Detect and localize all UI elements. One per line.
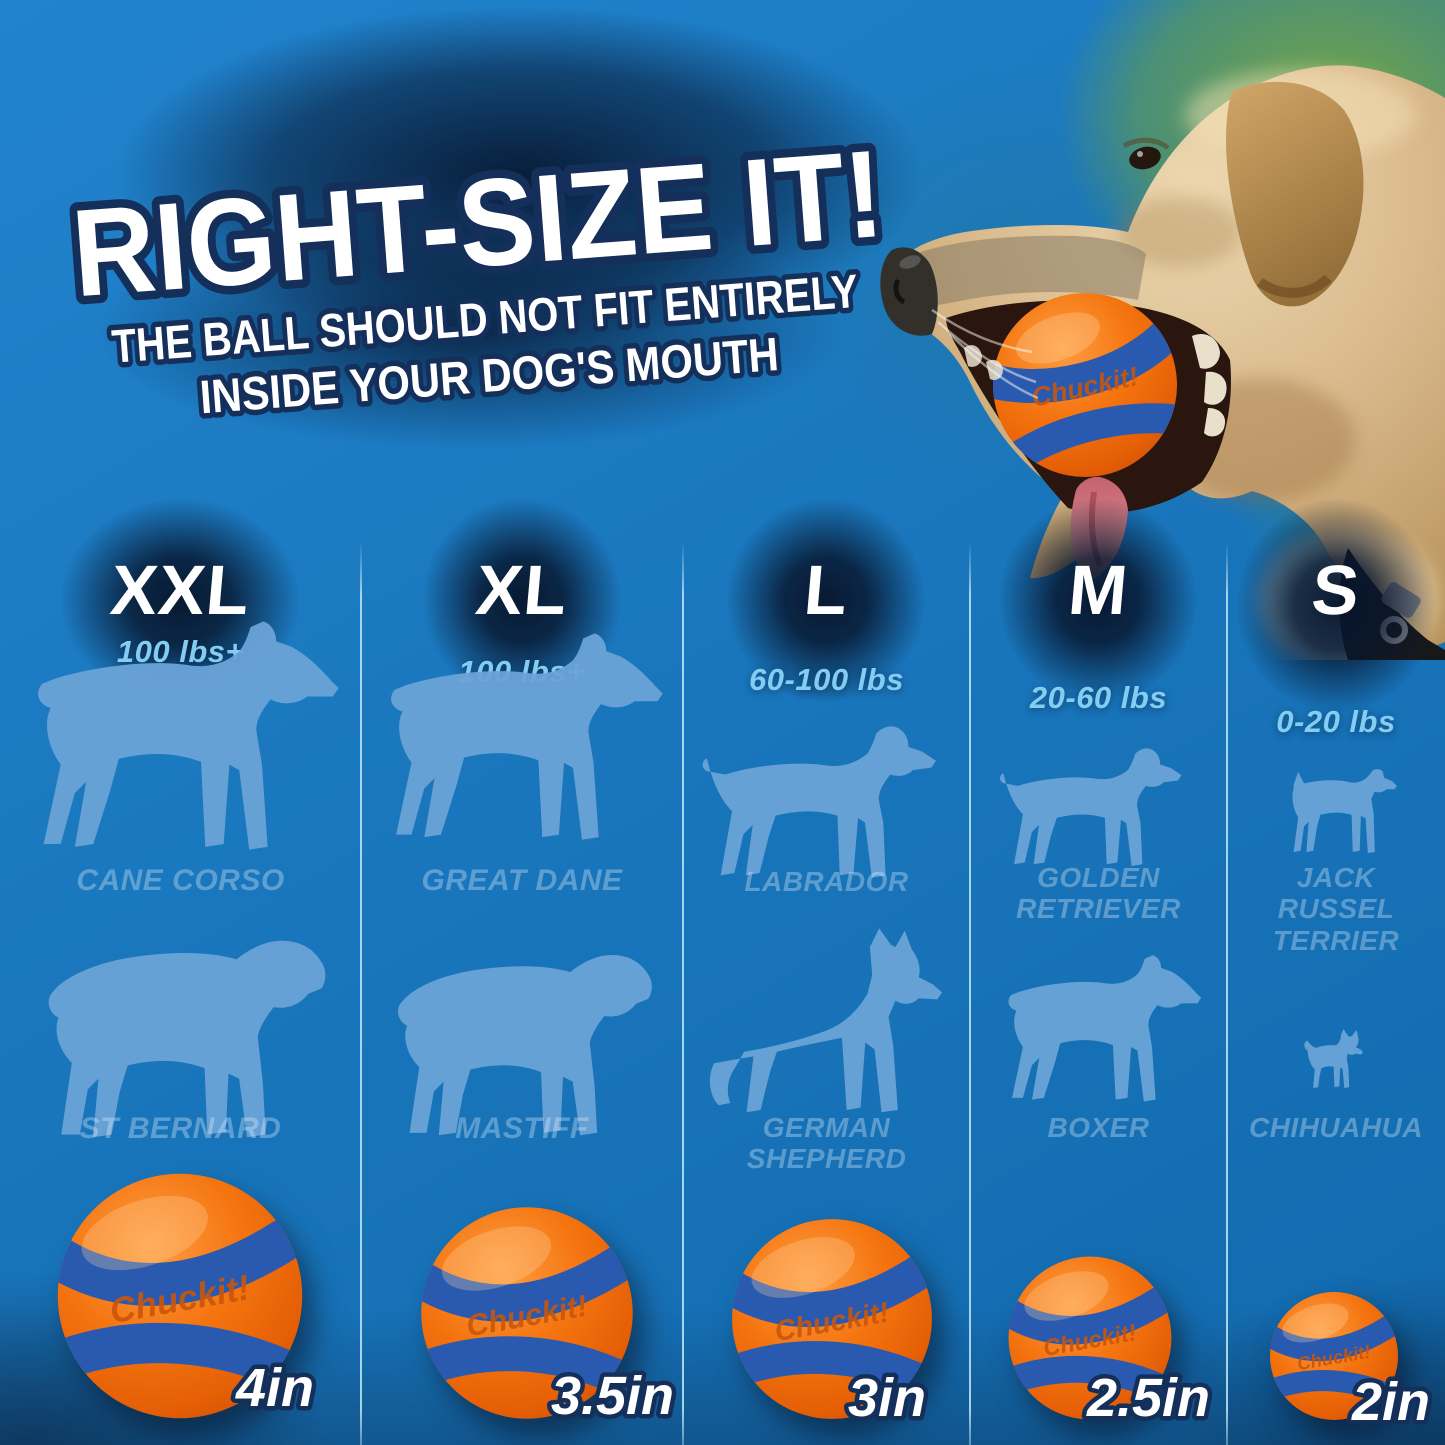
- ear: [1226, 81, 1364, 307]
- chuckit-ball-2-5in: Chuckit!: [1008, 1256, 1172, 1420]
- mastiff-silhouette: [397, 955, 652, 1136]
- muzzle: [894, 235, 1146, 306]
- jack-russel-terrier-silhouette: [1292, 769, 1397, 854]
- breed-label: GERMAN SHEPHERD: [746, 1112, 907, 1175]
- eye: [1122, 137, 1170, 170]
- size-label-s: S: [1308, 551, 1364, 629]
- svg-text:3in: 3in: [848, 1368, 926, 1428]
- headline-block: RIGHT-SIZE IT! THE BALL SHOULD NOT FIT E…: [59, 116, 896, 428]
- size-letter-glow: [1236, 498, 1436, 713]
- breed-label: MASTIFF: [455, 1112, 589, 1145]
- chuckit-ball-3-5in: Chuckit!: [421, 1207, 633, 1419]
- ball-size-label: 4in: [230, 1354, 318, 1423]
- boxer-silhouette: [1008, 955, 1202, 1102]
- svg-text:2.5in: 2.5in: [1086, 1368, 1210, 1428]
- size-label-xl: XL: [472, 551, 572, 629]
- cane-corso-silhouette: [38, 621, 339, 850]
- great-dane-silhouette: [391, 633, 663, 840]
- nose: [880, 247, 938, 336]
- size-letter-glow: [726, 498, 926, 703]
- ball-size-label: 2in: [1346, 1368, 1434, 1437]
- column-divider: [969, 542, 971, 1445]
- nostril: [893, 278, 906, 305]
- breed-label: ST BERNARD: [79, 1112, 282, 1145]
- weight-range-m: 20-60 lbs: [1029, 680, 1168, 715]
- ball-size-label: 3.5in: [546, 1362, 678, 1431]
- breed-label: JACK RUSSEL TERRIER: [1272, 862, 1400, 956]
- ear-shadow: [1257, 274, 1332, 298]
- breed-label: LABRADOR: [744, 866, 909, 897]
- cheek-shading: [1118, 196, 1242, 268]
- svg-text:2in: 2in: [1351, 1372, 1430, 1432]
- breed-label: GREAT DANE: [421, 864, 623, 897]
- ball-size-label: 3in: [843, 1364, 930, 1433]
- chuckit-ball-4in: Chuckit!: [57, 1173, 303, 1419]
- svg-text:3.5in: 3.5in: [551, 1366, 674, 1426]
- whiskers: [931, 308, 1039, 400]
- nose-highlight: [899, 255, 921, 269]
- breed-label: CHIHUAHUA: [1248, 1112, 1424, 1143]
- weight-range-l: 60-100 lbs: [749, 662, 904, 697]
- column-divider: [1226, 542, 1228, 1445]
- golden-retriever-silhouette: [1000, 748, 1182, 867]
- chuckit-ball-2in: Chuckit!: [1269, 1291, 1399, 1421]
- breed-label: BOXER: [1047, 1112, 1150, 1143]
- column-divider: [682, 542, 684, 1445]
- size-label-l: L: [801, 551, 852, 629]
- labrador-silhouette: [702, 726, 936, 878]
- svg-text:4in: 4in: [235, 1358, 314, 1418]
- size-letter-glow: [998, 498, 1198, 703]
- size-label-m: M: [1065, 551, 1132, 629]
- st-bernard-silhouette: [48, 940, 326, 1138]
- breed-label: CANE CORSO: [76, 864, 285, 897]
- chuckit-ball-3in: Chuckit!: [732, 1219, 932, 1419]
- ball-size-label: 2.5in: [1081, 1364, 1214, 1433]
- chihuahua-silhouette: [1304, 1029, 1364, 1089]
- breed-label: GOLDEN RETRIEVER: [1016, 862, 1181, 925]
- weight-range-s: 0-20 lbs: [1276, 704, 1396, 739]
- german-shepherd-silhouette: [709, 928, 943, 1113]
- column-divider: [360, 542, 362, 1445]
